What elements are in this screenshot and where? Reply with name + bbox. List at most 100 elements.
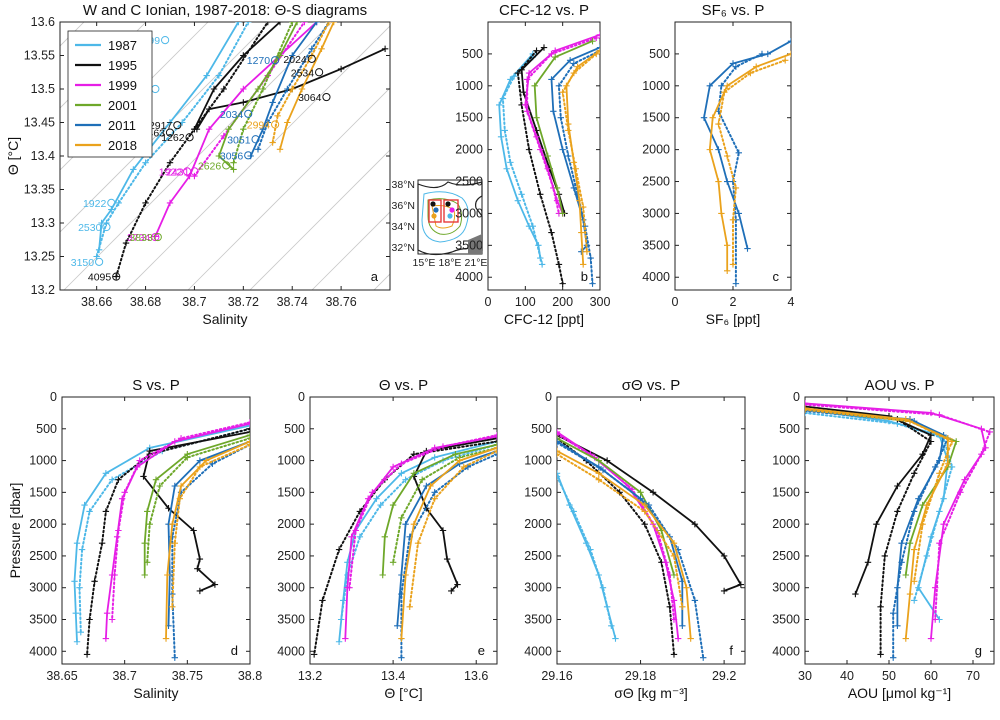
data-point-1987 bbox=[102, 470, 110, 477]
x-tick-label: 30 bbox=[798, 669, 812, 683]
y-tick-label: 1500 bbox=[277, 485, 305, 499]
data-point-1987 bbox=[373, 495, 380, 502]
panel-title: SF₆ vs. P bbox=[702, 2, 765, 19]
y-tick-label: 1500 bbox=[455, 111, 483, 125]
x-tick-label: 38.68 bbox=[130, 295, 161, 309]
y-tick-label: 3000 bbox=[29, 581, 57, 595]
y-tick-label: 0 bbox=[545, 390, 552, 404]
data-point-2018 bbox=[683, 584, 690, 591]
y-tick-label: 2500 bbox=[277, 549, 305, 563]
data-point-2018 bbox=[580, 261, 587, 268]
data-point-2018 bbox=[177, 482, 185, 490]
panel-title: CFC-12 vs. P bbox=[499, 2, 589, 19]
data-point-2018 bbox=[164, 571, 171, 579]
data-point-1999 bbox=[102, 635, 110, 642]
y-tick-label: 4000 bbox=[524, 644, 552, 658]
data-point-2018 bbox=[595, 476, 602, 483]
data-point-1999 bbox=[398, 460, 405, 467]
data-point-2018 bbox=[493, 444, 497, 452]
data-point-1987 bbox=[557, 470, 561, 477]
data-point-2018 bbox=[202, 457, 210, 464]
series-line-2011 bbox=[400, 453, 497, 659]
annotation-marker bbox=[251, 135, 260, 144]
data-point-1999 bbox=[524, 108, 531, 115]
x-axis-label: Θ [°C] bbox=[384, 685, 422, 701]
isopycnal-line bbox=[187, 87, 390, 290]
data-point-2018 bbox=[169, 520, 176, 528]
data-point-1995 bbox=[240, 99, 247, 106]
x-tick-label: 38.72 bbox=[228, 295, 259, 309]
data-point-1987 bbox=[73, 638, 81, 645]
y-tick-label: 4000 bbox=[455, 270, 483, 284]
annotation-marker bbox=[112, 272, 121, 281]
y-tick-label: 13.25 bbox=[24, 250, 55, 264]
y-tick-label: 500 bbox=[462, 47, 483, 61]
x-tick-label: 38.7 bbox=[112, 669, 136, 683]
data-point-2018 bbox=[406, 603, 413, 610]
y-tick-label: 3000 bbox=[524, 581, 552, 595]
y-tick-label: 3500 bbox=[455, 238, 483, 252]
isopycnal-line bbox=[249, 149, 390, 290]
series-line-1987 bbox=[501, 56, 544, 266]
series-group bbox=[71, 419, 250, 661]
data-point-2011 bbox=[566, 57, 574, 64]
data-point-2011 bbox=[557, 114, 564, 121]
data-point-1995 bbox=[927, 438, 935, 445]
data-point-2011 bbox=[557, 438, 561, 445]
y-tick-label: 4000 bbox=[277, 644, 305, 658]
data-point-1995 bbox=[537, 191, 544, 198]
data-point-1987 bbox=[130, 166, 137, 173]
data-point-2018 bbox=[246, 441, 250, 448]
series-line-2018 bbox=[805, 408, 953, 583]
panel-title: σΘ vs. P bbox=[622, 377, 680, 394]
annotation-marker bbox=[271, 56, 280, 65]
inset-lat-label: 34°N bbox=[392, 221, 415, 233]
x-axis-label: AOU [μmol kg⁻¹] bbox=[848, 685, 951, 701]
data-point-1999 bbox=[805, 400, 809, 407]
data-point-2001 bbox=[144, 508, 151, 515]
data-point-2018 bbox=[169, 603, 176, 610]
data-point-1987 bbox=[538, 261, 546, 268]
data-point-1995 bbox=[91, 578, 98, 585]
inset-coastline bbox=[417, 181, 483, 256]
annotation-marker bbox=[107, 198, 116, 207]
data-point-2011 bbox=[700, 114, 708, 121]
data-point-1987 bbox=[377, 501, 384, 509]
data-point-2011 bbox=[394, 622, 401, 630]
data-point-2011 bbox=[398, 654, 405, 661]
series-line-1987 bbox=[78, 427, 250, 634]
data-point-1995 bbox=[310, 651, 318, 658]
series-line-1995 bbox=[805, 408, 932, 656]
series-line-1995 bbox=[557, 437, 675, 656]
data-point-1995 bbox=[210, 85, 218, 93]
inset-contour bbox=[421, 191, 469, 243]
data-point-2011 bbox=[691, 597, 699, 604]
data-point-1987 bbox=[402, 476, 409, 483]
annotation-depth-label: 2994 bbox=[247, 120, 271, 132]
x-tick-label: 50 bbox=[882, 669, 896, 683]
data-point-2011 bbox=[758, 50, 766, 58]
data-point-1999 bbox=[557, 428, 561, 436]
data-point-2018 bbox=[936, 470, 943, 477]
data-point-1987 bbox=[337, 616, 345, 623]
series-line-2018 bbox=[565, 49, 600, 265]
data-point-2011 bbox=[724, 178, 731, 185]
data-point-1995 bbox=[86, 616, 93, 623]
data-point-2011 bbox=[596, 44, 600, 51]
data-point-2001 bbox=[246, 431, 250, 439]
annotation-marker bbox=[244, 109, 253, 118]
data-point-1999 bbox=[932, 616, 939, 623]
data-point-1999 bbox=[957, 489, 964, 496]
annotation-depth-label: 2534 bbox=[291, 67, 315, 79]
data-point-2018 bbox=[732, 184, 740, 192]
data-point-2018 bbox=[724, 152, 731, 160]
x-tick-label: 38.66 bbox=[81, 295, 112, 309]
x-tick-label: 38.75 bbox=[172, 669, 203, 683]
inset-region-box bbox=[428, 199, 442, 223]
annotation-marker bbox=[307, 54, 316, 63]
x-axis-label: SF₆ [ppt] bbox=[706, 311, 761, 327]
y-tick-label: 13.35 bbox=[24, 183, 55, 197]
data-point-2011 bbox=[599, 466, 607, 474]
y-tick-label: 1000 bbox=[524, 454, 552, 468]
data-point-2011 bbox=[890, 654, 897, 661]
